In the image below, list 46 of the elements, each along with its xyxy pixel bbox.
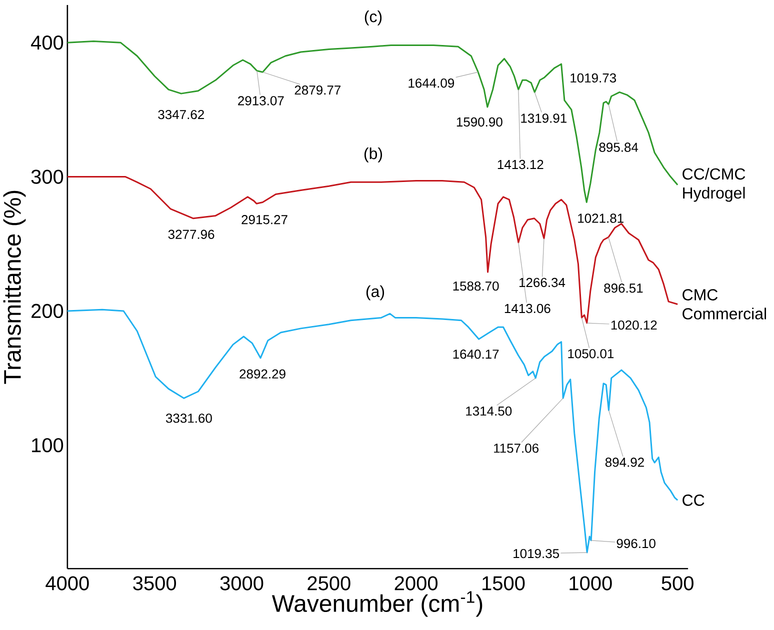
- annotation: 1413.12: [498, 160, 544, 170]
- annotation: 1050.01: [568, 349, 614, 358]
- annotation: 1590.90: [456, 118, 502, 127]
- series-label: CC/CMC Hydrogel: [682, 168, 746, 202]
- annotation: 2915.27: [242, 215, 288, 224]
- annotation: 1413.06: [504, 304, 550, 314]
- annotation: 3347.62: [158, 110, 204, 120]
- x-tick-label: 1000: [570, 576, 612, 591]
- x-tick-label: 3500: [133, 576, 176, 591]
- annotation: 1314.50: [466, 406, 512, 416]
- y-tick-label: 200: [32, 304, 64, 318]
- annotation: 1019.73: [570, 74, 616, 83]
- annotation: 1266.34: [519, 278, 566, 288]
- series-label: CMC Commercial: [682, 289, 766, 320]
- annotation: 2892.29: [240, 370, 286, 379]
- annotation: 895.84: [599, 142, 638, 152]
- annotation: 1157.06: [494, 444, 538, 453]
- y-tick-label: 100: [32, 438, 64, 452]
- x-tick-label: 500: [662, 576, 694, 591]
- y-axis-title: Transmittance (%): [3, 191, 26, 384]
- x-tick-label: 2500: [308, 576, 350, 591]
- annotation: 3331.60: [166, 414, 212, 423]
- annotation: (a): [366, 286, 384, 300]
- annotation: 3277.96: [168, 230, 214, 240]
- annotation: 1644.09: [408, 78, 454, 88]
- x-tick-label: 1500: [482, 576, 525, 591]
- annotation: 1019.35: [514, 549, 559, 558]
- y-tick-label: 400: [30, 36, 64, 50]
- x-tick-label: 4000: [46, 576, 89, 591]
- annotation: 2913.07: [238, 96, 284, 106]
- annotation: 1640.17: [453, 350, 499, 359]
- annotation: 894.92: [605, 458, 644, 468]
- annotation: (c): [364, 10, 382, 26]
- x-axis-title: Wavenumber (cm$^{-1}$): [272, 591, 482, 617]
- series-label: CC: [682, 494, 704, 506]
- annotation: 996.10: [616, 539, 656, 548]
- annotation: 1319.91: [521, 114, 566, 123]
- annotation: 2879.77: [294, 86, 340, 95]
- annotation: 1020.12: [611, 320, 657, 330]
- x-tick-label: 2000: [394, 576, 438, 591]
- annotation: 896.51: [604, 284, 643, 293]
- x-tick-label: 3000: [220, 576, 264, 591]
- annotation: (b): [364, 148, 382, 163]
- y-tick-label: 300: [31, 170, 64, 184]
- annotation: 1021.81: [578, 214, 624, 224]
- annotation: 1588.70: [453, 282, 499, 291]
